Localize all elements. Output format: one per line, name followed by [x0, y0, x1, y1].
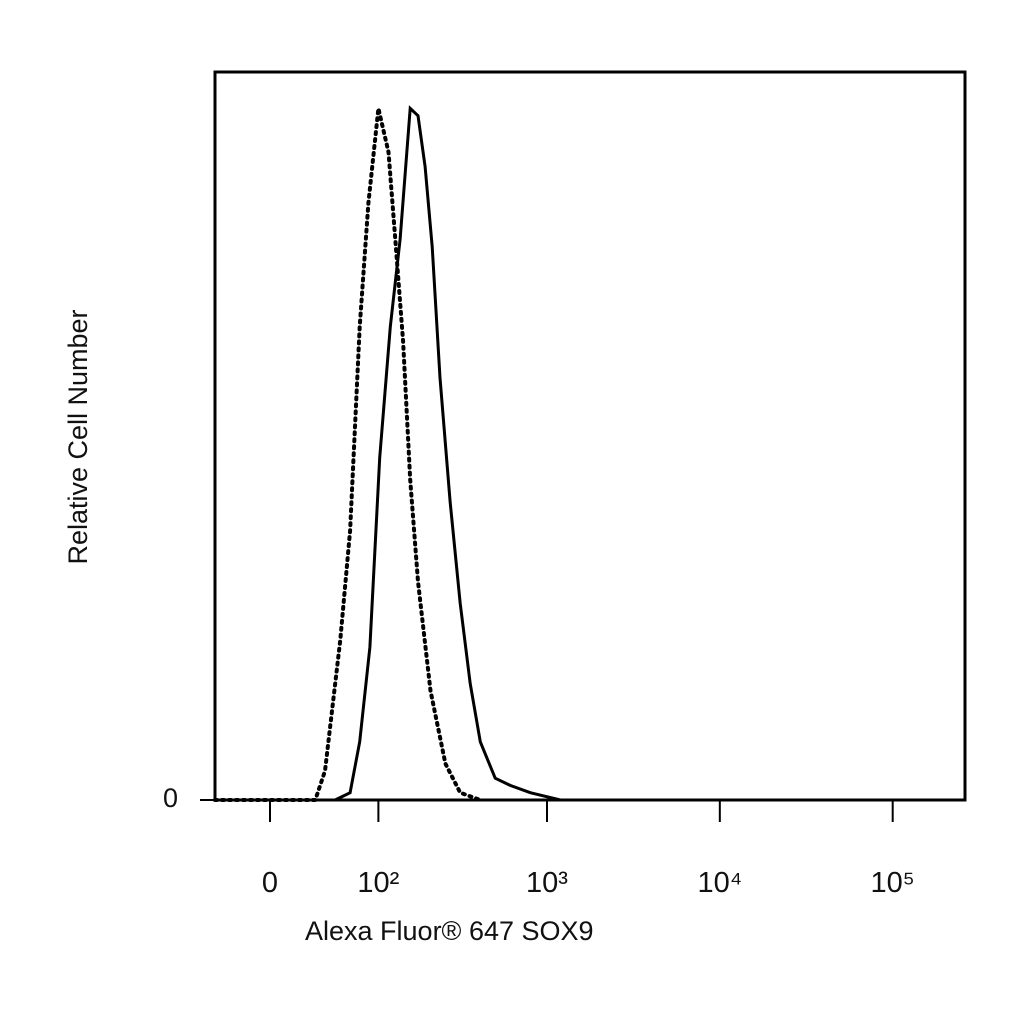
stained-histogram — [213, 105, 967, 802]
x-tick-label: 10² — [357, 867, 399, 899]
isotype-histogram — [213, 107, 483, 802]
x-tick-label: 0 — [262, 867, 278, 899]
plot-frame — [213, 70, 967, 802]
x-tick-label: 10⁴ — [697, 867, 742, 899]
x-axis-label: Alexa Fluor® 647 SOX9 — [305, 916, 594, 946]
x-tick-label: 10³ — [526, 867, 568, 899]
x-tick-label: 10⁵ — [871, 867, 915, 899]
y-tick-label: 0 — [163, 783, 178, 813]
y-axis-label: Relative Cell Number — [63, 309, 93, 564]
